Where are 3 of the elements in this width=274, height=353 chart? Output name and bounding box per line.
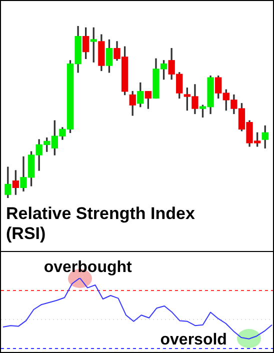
annotation: oversold	[160, 331, 227, 348]
chart-title: Relative Strength Index (RSI)	[6, 204, 196, 244]
text: overbought	[44, 259, 133, 276]
